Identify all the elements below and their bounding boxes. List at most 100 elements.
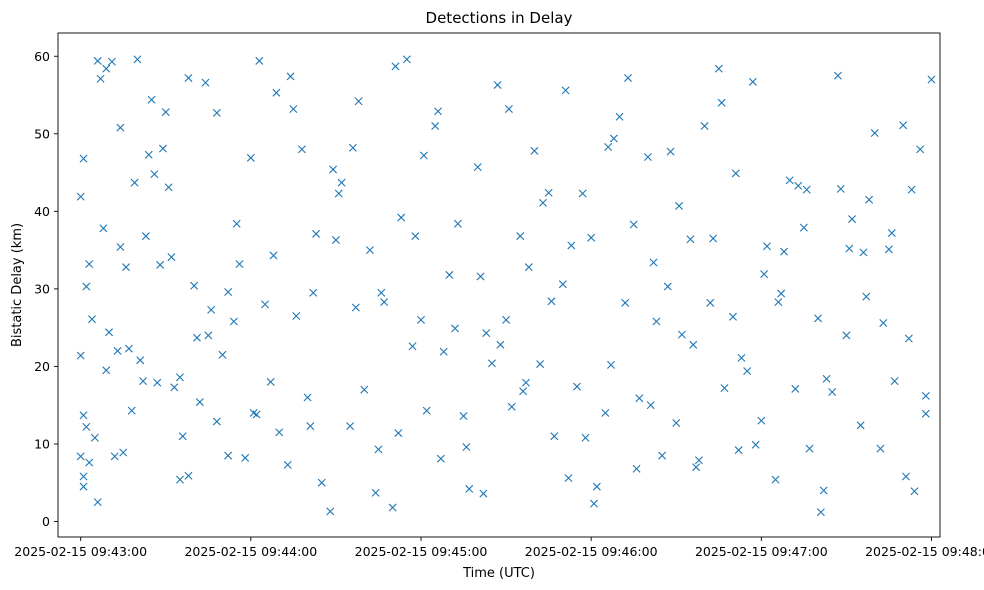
data-point: [521, 378, 530, 387]
data-point: [777, 289, 786, 298]
data-point: [436, 454, 445, 463]
data-point: [833, 71, 842, 80]
data-point: [224, 451, 233, 460]
data-point: [116, 123, 125, 132]
data-point: [791, 384, 800, 393]
data-point: [624, 73, 633, 82]
data-point: [794, 181, 803, 190]
data-point: [805, 444, 814, 453]
data-point: [136, 356, 145, 365]
data-point: [175, 475, 184, 484]
data-point: [431, 122, 440, 131]
data-point: [266, 377, 275, 386]
data-point: [865, 195, 874, 204]
x-tick-label: 2025-02-15 09:45:00: [355, 544, 488, 559]
data-point: [459, 412, 468, 421]
data-point: [212, 108, 221, 117]
data-point: [621, 298, 630, 307]
x-tick-label: 2025-02-15 09:46:00: [525, 544, 658, 559]
data-point: [578, 189, 587, 198]
data-point: [516, 232, 525, 241]
data-point: [303, 393, 312, 402]
data-point: [79, 482, 88, 491]
data-point: [876, 444, 885, 453]
data-point: [150, 170, 159, 179]
data-point: [921, 391, 930, 400]
data-point: [451, 324, 460, 333]
data-point: [252, 410, 261, 419]
data-point: [604, 142, 613, 151]
data-point: [751, 440, 760, 449]
data-point: [99, 224, 108, 233]
data-point: [207, 305, 216, 314]
data-point: [904, 334, 913, 343]
data-point: [836, 184, 845, 193]
plot-area: [57, 32, 941, 538]
data-point: [544, 188, 553, 197]
data-point: [561, 86, 570, 95]
data-point: [105, 328, 114, 337]
data-point: [127, 406, 136, 415]
data-point: [550, 432, 559, 441]
data-point: [141, 232, 150, 241]
data-point: [845, 244, 854, 253]
data-point: [663, 282, 672, 291]
data-point: [720, 384, 729, 393]
data-point: [269, 251, 278, 260]
x-tick-label: 2025-02-15 09:48:00: [865, 544, 984, 559]
data-point: [229, 317, 238, 326]
data-point: [190, 281, 199, 290]
data-point: [901, 472, 910, 481]
data-point: [102, 366, 111, 375]
data-point: [408, 342, 417, 351]
data-point: [609, 134, 618, 143]
data-point: [334, 189, 343, 198]
data-point: [507, 402, 516, 411]
data-point: [771, 475, 780, 484]
data-point: [879, 319, 888, 327]
data-point: [184, 471, 193, 480]
data-point: [158, 144, 167, 153]
data-point: [743, 367, 752, 376]
data-point: [90, 433, 99, 442]
data-point: [156, 260, 165, 269]
data-point: [164, 183, 173, 192]
data-point: [411, 232, 420, 241]
data-point: [76, 351, 85, 360]
data-point: [672, 419, 681, 428]
data-point: [921, 409, 930, 418]
data-point: [289, 104, 298, 113]
data-point: [632, 464, 641, 473]
data-point: [445, 270, 454, 279]
data-point: [122, 263, 131, 272]
data-point: [232, 219, 241, 228]
data-point: [694, 456, 703, 465]
data-point: [397, 213, 406, 222]
data-point: [79, 411, 88, 420]
data-point: [110, 452, 119, 461]
data-point: [890, 377, 899, 386]
data-point: [643, 153, 652, 162]
data-point: [629, 220, 638, 229]
data-point: [465, 484, 474, 493]
data-point: [785, 176, 794, 185]
data-point: [212, 417, 221, 426]
data-point: [524, 263, 533, 272]
data-point: [581, 433, 590, 442]
data-point: [884, 245, 893, 254]
data-point: [113, 346, 122, 355]
data-point: [286, 72, 295, 81]
data-point: [828, 388, 837, 396]
data-point: [916, 145, 925, 154]
data-point: [391, 62, 400, 71]
data-point: [689, 340, 698, 349]
data-point: [255, 56, 264, 65]
data-points: [76, 55, 936, 517]
data-point: [558, 280, 567, 289]
y-axis-label: Bistatic Delay (km): [10, 223, 25, 347]
data-point: [649, 258, 658, 267]
data-point: [859, 248, 868, 257]
data-point: [848, 215, 857, 224]
data-point: [139, 377, 148, 386]
data-point: [856, 421, 865, 430]
